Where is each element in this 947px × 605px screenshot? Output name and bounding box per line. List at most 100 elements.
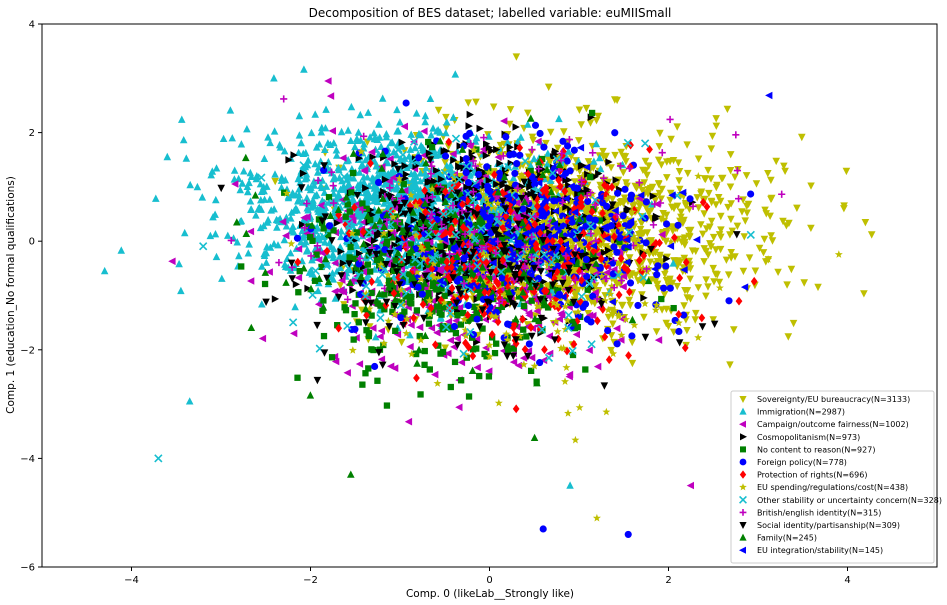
data-point	[565, 135, 573, 144]
data-point	[552, 317, 560, 325]
data-point	[592, 139, 601, 148]
data-point	[577, 292, 586, 301]
data-point	[383, 240, 391, 247]
data-point	[656, 129, 664, 138]
data-point	[435, 168, 443, 176]
data-point	[432, 151, 440, 159]
data-point	[408, 293, 415, 301]
data-point	[295, 131, 304, 139]
data-point	[525, 236, 532, 243]
data-point	[738, 208, 746, 216]
data-point	[358, 206, 367, 214]
data-point	[339, 163, 348, 171]
data-point	[469, 188, 477, 196]
data-point	[403, 243, 412, 251]
data-point	[503, 352, 511, 361]
data-point	[376, 262, 383, 269]
data-point	[628, 208, 637, 216]
data-point	[658, 230, 666, 239]
data-point	[348, 346, 357, 354]
data-point	[397, 286, 406, 294]
data-point	[294, 245, 303, 253]
data-point	[722, 256, 731, 264]
data-point	[486, 280, 495, 289]
data-point	[410, 280, 419, 288]
data-point	[277, 183, 286, 191]
data-point	[617, 276, 626, 285]
data-point	[217, 184, 225, 193]
data-point	[296, 267, 303, 275]
data-point	[449, 202, 457, 210]
data-point	[652, 238, 660, 248]
data-point	[421, 272, 430, 280]
data-point	[426, 214, 435, 222]
data-point	[558, 198, 567, 206]
data-point	[502, 211, 510, 221]
data-point	[230, 166, 239, 174]
data-point	[628, 332, 636, 340]
data-point	[389, 212, 398, 221]
data-point	[406, 331, 414, 339]
data-point	[569, 351, 577, 359]
data-point	[686, 275, 694, 283]
data-point	[336, 281, 345, 290]
data-point	[499, 197, 507, 205]
data-point	[152, 194, 160, 202]
data-point	[300, 65, 308, 73]
data-point	[639, 280, 648, 288]
data-point	[513, 138, 522, 146]
data-point	[212, 252, 221, 261]
data-point	[390, 310, 399, 318]
data-point	[303, 199, 311, 208]
data-point	[434, 260, 441, 268]
data-point	[635, 276, 644, 285]
data-point	[500, 290, 509, 299]
data-point	[663, 174, 671, 182]
data-point	[320, 297, 327, 304]
data-point	[471, 162, 479, 170]
data-point	[448, 326, 455, 333]
data-point	[367, 268, 374, 275]
data-point	[425, 296, 434, 305]
data-point	[427, 270, 436, 279]
data-point	[494, 279, 502, 289]
data-point	[715, 194, 723, 202]
data-point	[506, 151, 514, 159]
data-point	[446, 228, 454, 238]
data-point	[619, 272, 628, 281]
data-point	[423, 295, 431, 303]
data-point	[392, 327, 399, 335]
data-point	[663, 220, 671, 228]
data-point	[433, 206, 441, 214]
data-point	[365, 332, 372, 340]
data-point	[434, 194, 443, 202]
data-point	[474, 170, 483, 178]
data-point	[619, 169, 628, 177]
data-point	[502, 197, 511, 206]
data-point	[256, 180, 265, 188]
data-point	[280, 147, 289, 155]
data-point	[616, 238, 623, 245]
data-point	[673, 202, 682, 210]
data-point	[315, 278, 323, 287]
data-point	[502, 133, 510, 141]
data-point	[442, 113, 450, 122]
data-point	[655, 143, 664, 151]
data-point	[397, 314, 405, 322]
data-point	[438, 311, 445, 318]
data-point	[331, 357, 340, 366]
data-point	[664, 322, 673, 331]
data-point	[330, 139, 338, 147]
data-point	[564, 409, 572, 417]
data-point	[625, 228, 634, 237]
data-point	[682, 201, 690, 209]
data-point	[546, 229, 554, 237]
data-point	[559, 137, 567, 145]
data-point	[469, 145, 478, 154]
data-point	[320, 332, 328, 340]
data-point	[595, 154, 604, 162]
data-point	[344, 220, 354, 229]
data-point	[302, 170, 311, 178]
data-point	[680, 311, 688, 319]
data-point	[182, 154, 191, 162]
